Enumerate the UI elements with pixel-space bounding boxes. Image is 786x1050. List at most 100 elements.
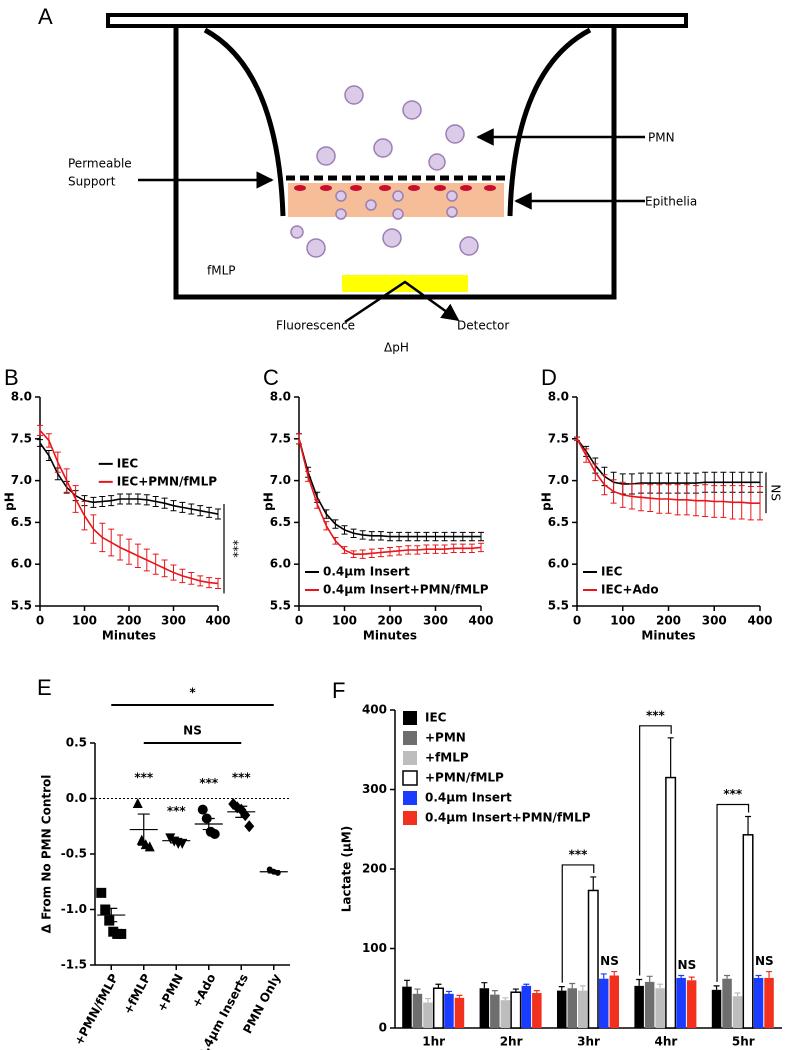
x-tick-label: +Ado bbox=[189, 971, 218, 1010]
bar bbox=[490, 994, 500, 1028]
error-bar bbox=[678, 974, 685, 978]
y-tick-label: 7.5 bbox=[270, 431, 291, 445]
error-bar bbox=[657, 983, 664, 989]
comparison-label: NS bbox=[183, 724, 202, 738]
error-bar bbox=[414, 988, 421, 994]
error-bar bbox=[766, 970, 773, 978]
x-tick-label: 200 bbox=[656, 614, 681, 628]
point bbox=[132, 798, 143, 809]
point bbox=[100, 904, 111, 915]
series-line bbox=[576, 438, 760, 504]
bar bbox=[500, 1000, 511, 1028]
bar bbox=[764, 977, 774, 1028]
x-axis-label: Minutes bbox=[641, 629, 695, 643]
insert-wall bbox=[507, 27, 592, 217]
error-bar bbox=[600, 973, 607, 979]
legend-swatch bbox=[402, 770, 418, 786]
bar bbox=[711, 989, 722, 1028]
bar bbox=[432, 987, 444, 1029]
bar bbox=[510, 991, 522, 1029]
y-tick-label: 0.5 bbox=[66, 736, 87, 750]
x-tick-label: 300 bbox=[161, 614, 186, 628]
error-bar bbox=[403, 979, 410, 987]
bar bbox=[676, 977, 686, 1028]
y-tick-label: 7.0 bbox=[548, 473, 569, 487]
series-line bbox=[39, 429, 219, 585]
bar bbox=[732, 996, 743, 1028]
panel-label: B bbox=[4, 365, 19, 390]
series-line bbox=[576, 438, 760, 485]
legend-label: IEC bbox=[425, 711, 447, 725]
x-tick-label: +PMN bbox=[154, 971, 186, 1014]
x-axis-label: Minutes bbox=[102, 629, 156, 643]
y-tick-label: -0.5 bbox=[61, 847, 87, 861]
label: Fluorescence bbox=[276, 319, 355, 333]
error-bar bbox=[170, 837, 183, 844]
label: ΔpH bbox=[384, 341, 409, 355]
bar bbox=[578, 990, 588, 1028]
y-tick-label: 6.0 bbox=[11, 557, 32, 571]
error-bar bbox=[579, 985, 586, 991]
error-bar bbox=[491, 990, 498, 995]
y-tick-label: 300 bbox=[362, 782, 387, 796]
significance-label: *** bbox=[227, 540, 241, 558]
point bbox=[209, 829, 220, 840]
legend-swatch bbox=[403, 811, 417, 825]
label: Permeable bbox=[68, 157, 132, 171]
x-tick-label: 300 bbox=[702, 614, 727, 628]
x-tick-label: 2hr bbox=[500, 1035, 523, 1049]
panel-label: F bbox=[332, 678, 345, 703]
ns-label: NS bbox=[755, 954, 774, 968]
bar bbox=[742, 834, 754, 1029]
x-tick-label: 300 bbox=[423, 614, 448, 628]
bar bbox=[423, 1002, 433, 1028]
legend-swatch bbox=[403, 711, 417, 725]
error-bar bbox=[105, 907, 118, 923]
error-bar bbox=[267, 870, 280, 874]
diagram: A PMN Permeable Support Epithelia fMLP F… bbox=[38, 4, 697, 355]
error-bar bbox=[512, 988, 519, 993]
y-tick-label: 200 bbox=[362, 862, 387, 876]
y-tick-label: 8.0 bbox=[548, 390, 569, 404]
x-axis-label: Minutes bbox=[363, 629, 417, 643]
error-bar bbox=[734, 992, 741, 997]
series-line bbox=[39, 442, 219, 515]
legend-label: 0.4µm Insert+PMN/fMLP bbox=[323, 583, 489, 597]
legend-label: 0.4µm Insert bbox=[323, 565, 410, 579]
error-bar bbox=[724, 974, 731, 979]
x-tick-label: 3hr bbox=[577, 1035, 600, 1049]
comparison-label: * bbox=[189, 686, 196, 700]
significance-bracket bbox=[639, 725, 672, 976]
point bbox=[116, 928, 127, 939]
y-axis-label: pH bbox=[540, 492, 554, 511]
significance-label: *** bbox=[199, 776, 219, 790]
well bbox=[173, 26, 617, 300]
ns-label: NS bbox=[600, 954, 619, 968]
bar bbox=[722, 978, 732, 1028]
legend-label: IEC bbox=[117, 456, 139, 470]
bar bbox=[634, 985, 644, 1028]
x-tick-label: 5hr bbox=[732, 1035, 755, 1049]
error-bar bbox=[745, 815, 752, 835]
bar bbox=[454, 997, 465, 1028]
legend-swatch bbox=[403, 751, 417, 765]
x-tick-label: 100 bbox=[610, 614, 635, 628]
error-bar bbox=[235, 805, 248, 818]
bar bbox=[609, 975, 619, 1028]
y-tick-label: 5.5 bbox=[548, 599, 569, 613]
x-tick-label: 400 bbox=[468, 614, 493, 628]
error-bar bbox=[481, 982, 488, 989]
y-tick-label: 7.5 bbox=[548, 431, 569, 445]
panel-label: D bbox=[541, 365, 557, 390]
error-bar bbox=[424, 997, 431, 1003]
panel-label: A bbox=[38, 4, 53, 29]
error-bar bbox=[755, 974, 762, 978]
bar bbox=[567, 988, 577, 1028]
point bbox=[96, 887, 107, 898]
legend-label: 0.4µm Insert bbox=[425, 791, 512, 805]
error-bar bbox=[688, 976, 695, 981]
ns-label: NS bbox=[678, 958, 697, 972]
significance-label: NS bbox=[769, 484, 783, 501]
arrow bbox=[344, 280, 460, 324]
